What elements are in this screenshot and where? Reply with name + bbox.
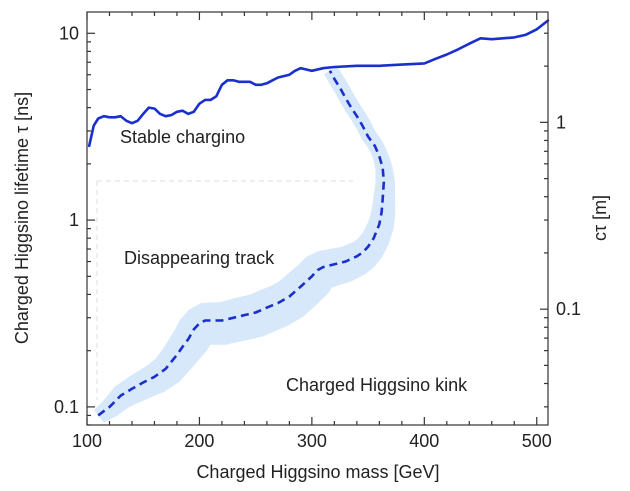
plot-frame [86, 11, 549, 426]
annotation-stable-chargino: Stable chargino [120, 127, 245, 147]
y-tick-label: 10 [59, 23, 79, 43]
x-tick-label: 500 [522, 431, 552, 451]
annotation-higgsino-kink: Charged Higgsino kink [286, 375, 468, 395]
annotation-disappearing-track: Disappearing track [124, 248, 275, 268]
x-tick-label: 300 [297, 431, 327, 451]
x-tick-label: 400 [409, 431, 439, 451]
y2-axis-label: cτ [m] [590, 195, 610, 241]
y2-tick-label: 1 [556, 112, 566, 132]
axis-tick-labels: 100 200 300 400 500 0.1 1 10 0.1 1 [54, 23, 581, 451]
y-axis-label: Charged Higgsino lifetime τ [ns] [12, 92, 32, 344]
y-tick-label: 0.1 [54, 397, 79, 417]
series-dashed-line [97, 70, 386, 417]
x-axis-label: Charged Higgsino mass [GeV] [196, 462, 439, 482]
series-solid-line [87, 19, 550, 148]
y-tick-label: 1 [69, 210, 79, 230]
x-tick-label: 100 [72, 431, 102, 451]
axis-ticks [86, 12, 548, 426]
uncertainty-band [94, 66, 396, 423]
y2-tick-label: 0.1 [556, 299, 581, 319]
region-guides [96, 180, 353, 400]
x-tick-label: 200 [184, 431, 214, 451]
